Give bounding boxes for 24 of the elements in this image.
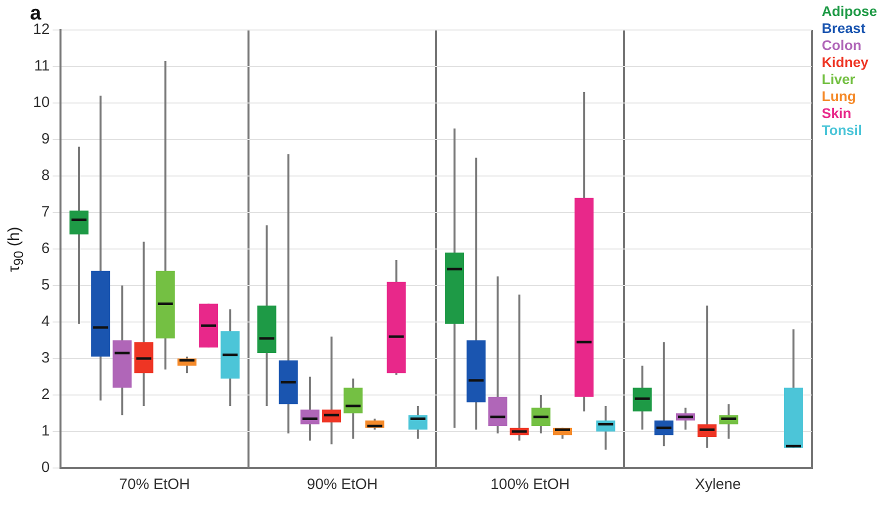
y-tick-label: 3 bbox=[41, 350, 50, 367]
y-tick-label: 11 bbox=[34, 58, 50, 75]
y-tick-label: 9 bbox=[41, 130, 50, 148]
y-tick-label: 8 bbox=[41, 167, 50, 184]
text: Kidney bbox=[822, 54, 869, 70]
y-tick-label: 1 bbox=[41, 422, 50, 440]
y-tick-label: 7 bbox=[41, 204, 50, 221]
x-tick-label: 70% EtOH bbox=[119, 476, 190, 494]
text: Adipose bbox=[822, 2, 878, 19]
y-tick-label: 2 bbox=[41, 386, 50, 404]
text: Lung bbox=[822, 88, 856, 104]
x-tick-label: Xylene bbox=[694, 476, 741, 494]
y-tick-label: 6 bbox=[41, 240, 50, 258]
x-tick-label: 90% EtOH bbox=[306, 476, 378, 494]
text: Liver bbox=[822, 70, 856, 87]
text: Skin bbox=[822, 104, 852, 121]
y-tick-label: 10 bbox=[32, 94, 50, 112]
text: Tonsil bbox=[822, 122, 862, 138]
y-tick-label: 0 bbox=[41, 459, 50, 476]
y-tick-label: 5 bbox=[41, 276, 50, 294]
text: Breast bbox=[822, 20, 866, 36]
text: Colon bbox=[822, 36, 862, 53]
x-tick-label: 100% EtOH bbox=[490, 476, 570, 494]
y-tick-label: 4 bbox=[41, 313, 50, 330]
